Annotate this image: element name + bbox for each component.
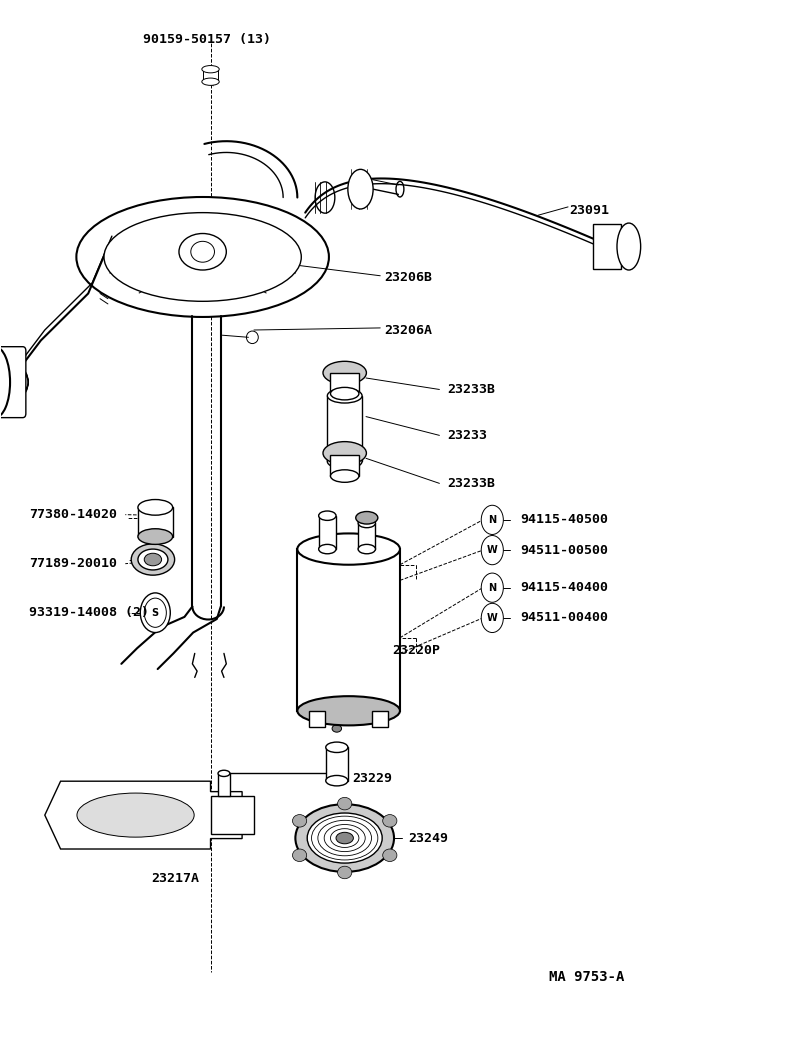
Ellipse shape: [131, 544, 174, 575]
Ellipse shape: [202, 78, 219, 86]
Text: 23233B: 23233B: [447, 477, 495, 490]
Bar: [327, 395, 362, 461]
Ellipse shape: [383, 849, 397, 862]
Ellipse shape: [323, 441, 367, 464]
Ellipse shape: [297, 533, 400, 565]
Circle shape: [482, 573, 504, 602]
Ellipse shape: [617, 223, 641, 270]
Ellipse shape: [318, 511, 336, 521]
Text: 23206A: 23206A: [384, 323, 432, 337]
Text: 94115-40400: 94115-40400: [520, 582, 609, 594]
Circle shape: [140, 593, 170, 633]
Circle shape: [482, 536, 504, 565]
Bar: [326, 747, 348, 780]
Bar: [204, 69, 218, 82]
Polygon shape: [45, 781, 242, 849]
Ellipse shape: [179, 233, 227, 270]
Text: N: N: [488, 583, 497, 593]
Ellipse shape: [358, 519, 375, 527]
Ellipse shape: [144, 553, 162, 566]
Ellipse shape: [104, 212, 301, 301]
Text: 93319-14008 (2): 93319-14008 (2): [29, 607, 149, 619]
Text: W: W: [487, 545, 497, 555]
Ellipse shape: [348, 169, 373, 209]
Circle shape: [482, 505, 504, 535]
Ellipse shape: [327, 454, 362, 469]
Text: 23249: 23249: [408, 832, 447, 844]
Text: 90159-50157 (13): 90159-50157 (13): [143, 33, 271, 46]
Text: 23220P: 23220P: [392, 643, 440, 657]
Ellipse shape: [383, 815, 397, 827]
Ellipse shape: [246, 331, 258, 343]
Text: S: S: [152, 608, 159, 618]
Ellipse shape: [138, 500, 173, 516]
Text: 23233B: 23233B: [447, 383, 495, 396]
Text: 94511-00500: 94511-00500: [520, 544, 609, 556]
Bar: [330, 372, 359, 393]
Ellipse shape: [292, 815, 307, 827]
Ellipse shape: [332, 725, 341, 732]
Text: N: N: [488, 515, 497, 525]
Ellipse shape: [138, 528, 173, 544]
Text: W: W: [487, 613, 497, 623]
Bar: [358, 523, 375, 549]
Ellipse shape: [327, 388, 362, 403]
Ellipse shape: [292, 849, 307, 862]
Ellipse shape: [77, 793, 194, 837]
Bar: [297, 549, 400, 711]
Text: S: S: [151, 608, 159, 618]
Ellipse shape: [76, 197, 329, 317]
Ellipse shape: [218, 770, 230, 776]
Ellipse shape: [330, 387, 359, 400]
Text: 23217A: 23217A: [151, 872, 199, 886]
Ellipse shape: [295, 804, 394, 872]
Ellipse shape: [326, 775, 348, 786]
Text: 23091: 23091: [569, 204, 610, 217]
Bar: [330, 455, 359, 476]
Text: MA 9753-A: MA 9753-A: [550, 970, 625, 984]
Bar: [593, 224, 621, 270]
Ellipse shape: [337, 797, 352, 810]
Ellipse shape: [330, 470, 359, 482]
Bar: [211, 796, 254, 834]
Ellipse shape: [307, 813, 383, 863]
Ellipse shape: [191, 242, 215, 263]
Bar: [372, 711, 388, 727]
Ellipse shape: [356, 511, 378, 524]
Circle shape: [144, 598, 166, 628]
Ellipse shape: [326, 742, 348, 752]
FancyBboxPatch shape: [0, 346, 26, 417]
Text: 23206B: 23206B: [384, 271, 432, 285]
Ellipse shape: [336, 833, 353, 844]
Bar: [138, 507, 173, 537]
Text: 94511-00400: 94511-00400: [520, 612, 609, 624]
Ellipse shape: [318, 544, 336, 553]
Bar: [309, 711, 325, 727]
Text: 77380-14020: 77380-14020: [29, 508, 117, 521]
Text: 77189-20010: 77189-20010: [29, 558, 117, 570]
Bar: [318, 516, 336, 549]
Bar: [219, 773, 230, 796]
Ellipse shape: [297, 697, 400, 725]
Ellipse shape: [202, 66, 219, 73]
Ellipse shape: [138, 549, 168, 570]
Text: 94115-40500: 94115-40500: [520, 514, 609, 526]
Ellipse shape: [396, 181, 404, 197]
Text: 23233: 23233: [447, 429, 487, 441]
Ellipse shape: [358, 544, 375, 553]
Circle shape: [482, 604, 504, 633]
Ellipse shape: [323, 361, 367, 384]
Ellipse shape: [337, 866, 352, 879]
Text: 23229: 23229: [352, 772, 393, 786]
